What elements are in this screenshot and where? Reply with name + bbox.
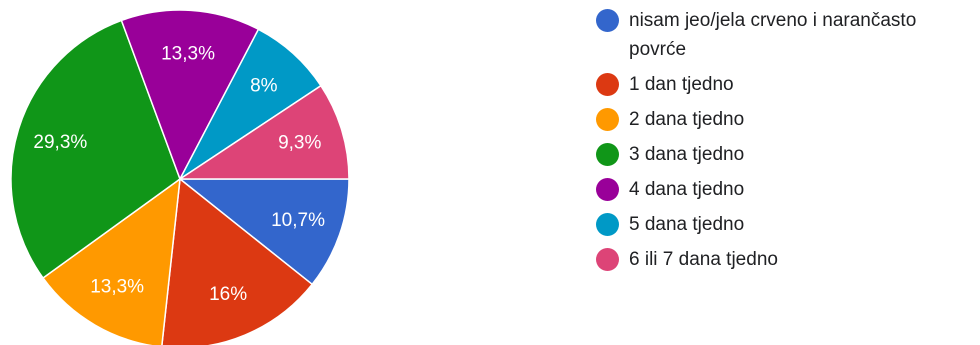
legend-label: nisam jeo/jela crveno i narančasto povrć… xyxy=(629,10,917,60)
pie-slice[interactable] xyxy=(161,177,314,345)
legend-label: 5 dana tjedno xyxy=(629,214,745,235)
legend-item[interactable]: 4 dana tjedno xyxy=(596,175,976,204)
legend-item[interactable]: 6 ili 7 dana tjedno xyxy=(596,245,976,274)
legend-swatch-icon xyxy=(596,213,619,236)
legend-swatch-icon xyxy=(596,108,619,131)
legend-item[interactable]: 2 dana tjedno xyxy=(596,105,976,134)
pie-slice[interactable] xyxy=(41,177,181,345)
legend-swatch-icon xyxy=(596,9,619,32)
pie-slice[interactable] xyxy=(177,178,350,286)
pie-slice[interactable] xyxy=(120,9,260,181)
legend-label: 3 dana tjedno xyxy=(629,144,745,165)
legend-swatch-icon xyxy=(596,178,619,201)
slice-data-label: 16% xyxy=(209,284,247,305)
slice-data-label: 13,3% xyxy=(90,277,144,298)
legend-item[interactable]: 5 dana tjedno xyxy=(596,210,976,239)
slice-data-label: 29,3% xyxy=(33,132,87,153)
pie-chart: 10,7% 16% 13,3% 29,3% 13,3% 8% 9,3% xyxy=(10,9,350,345)
slice-data-label: 13,3% xyxy=(161,44,215,65)
legend-item[interactable]: 3 dana tjedno xyxy=(596,140,976,169)
legend-item[interactable]: 1 dan tjedno xyxy=(596,70,976,99)
legend-item[interactable]: nisam jeo/jela crveno i narančasto povrć… xyxy=(596,6,976,64)
legend-label: 4 dana tjedno xyxy=(629,179,745,200)
legend-label: 2 dana tjedno xyxy=(629,109,745,130)
legend-label: 1 dan tjedno xyxy=(629,74,734,95)
legend-swatch-icon xyxy=(596,143,619,166)
slice-data-label: 9,3% xyxy=(278,132,321,153)
legend: nisam jeo/jela crveno i narančasto povrć… xyxy=(596,6,976,280)
pie-slice[interactable] xyxy=(177,84,350,180)
slice-data-label: 8% xyxy=(250,76,278,97)
legend-label: 6 ili 7 dana tjedno xyxy=(629,249,778,270)
legend-swatch-icon xyxy=(596,248,619,271)
pie-slice[interactable] xyxy=(10,19,181,280)
slice-data-label: 10,7% xyxy=(271,210,325,231)
legend-swatch-icon xyxy=(596,73,619,96)
